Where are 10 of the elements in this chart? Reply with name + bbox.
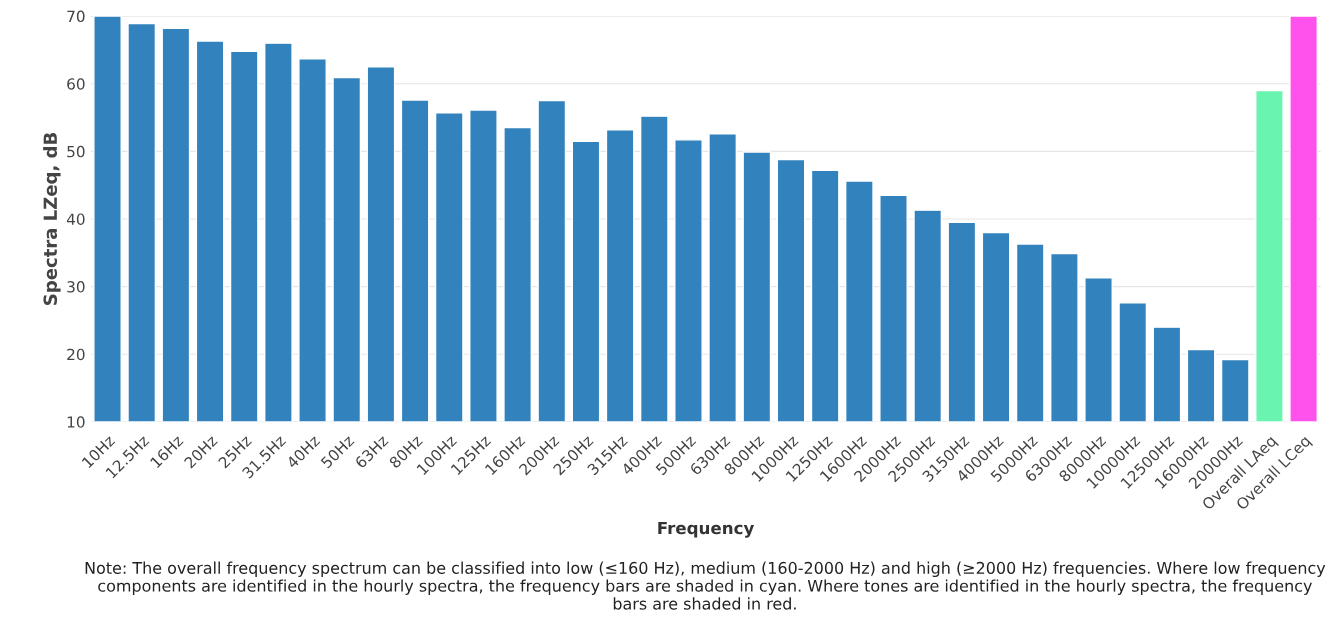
y-tick-label: 20	[67, 348, 85, 361]
y-tick-label: 30	[67, 281, 85, 293]
y-tick-label: 60	[67, 78, 85, 90]
y-tick-label: 70	[67, 10, 85, 23]
y-tick-label: 10	[67, 416, 85, 428]
text: Note: The overall frequency spectrum can be classified into low (≤160 Hz), medium (160-2000 Hz) and high (≥2000 Hz) frequencies. Where low frequency components are identified in the hourly spectra, the frequency bars are shaded in cyan. Where tones are identified in the hourly spectra, the frequency bars are shaded in red.	[85, 561, 1326, 610]
y-tick-label: 50	[67, 145, 85, 158]
y-axis-title: Spectra LZeq, dB	[43, 132, 61, 305]
x-axis-title: Frequency	[658, 521, 755, 538]
y-tick-label: 40	[66, 213, 85, 225]
